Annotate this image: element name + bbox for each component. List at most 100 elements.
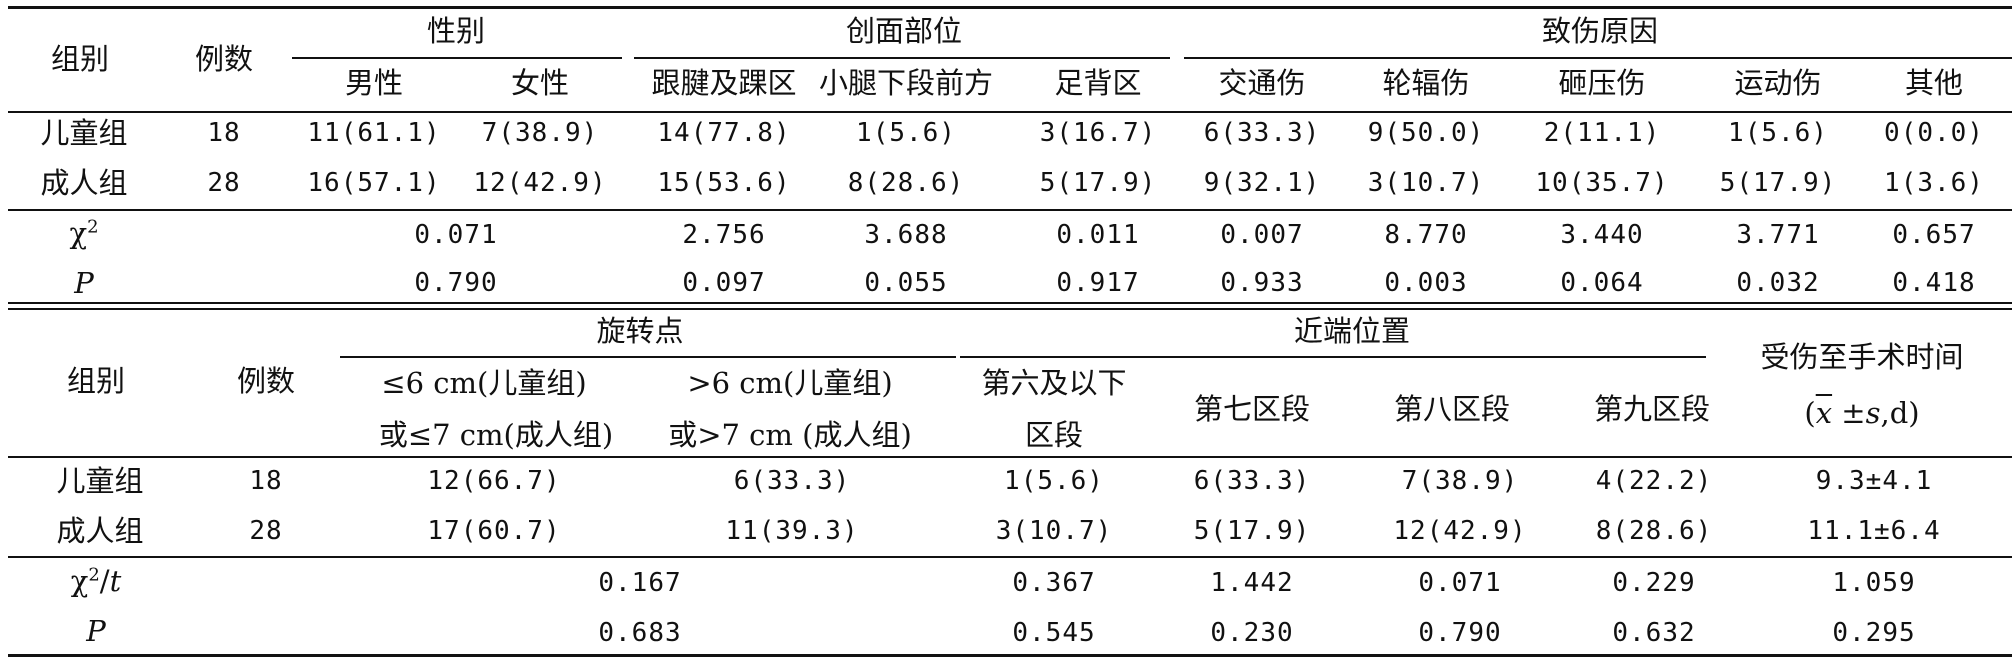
t2-p-label: P: [86, 614, 106, 648]
t1-header-crush: 砸压伤: [1558, 66, 1646, 100]
rule-header-bottom: [8, 111, 2012, 113]
t2-time-s: s: [1865, 396, 1881, 430]
t2-header-rot1-l2: 或≤7 cm(成人组): [378, 418, 614, 452]
t1-row2-dorsum: 5(17.9): [1039, 168, 1157, 198]
t1-row2-male: 16(57.1): [307, 168, 441, 198]
t2-row1-n: 18: [249, 466, 283, 496]
t1-row2-sport: 5(17.9): [1719, 168, 1837, 198]
rule-sex: [292, 57, 622, 59]
t2-header-rot1-l1: ≤6 cm(儿童组): [381, 366, 587, 400]
t1-header-spoke: 轮辐伤: [1382, 66, 1470, 100]
t1-chi-achilles: 2.756: [682, 220, 766, 250]
t1-p-label: P: [74, 266, 94, 300]
t2-row2-n: 28: [249, 516, 283, 546]
t2-chi-time: 1.059: [1832, 568, 1916, 598]
t1-header-traffic: 交通伤: [1218, 66, 1306, 100]
t1-chi-crush: 3.440: [1560, 220, 1644, 250]
t2-time-open: (: [1804, 396, 1816, 430]
t1-p-spoke: 0.003: [1384, 268, 1468, 298]
rule-bottom: [8, 654, 2012, 657]
t2-p-rot: 0.683: [598, 618, 682, 648]
rule-rot: [340, 356, 956, 358]
t1-p-sport: 0.032: [1736, 268, 1820, 298]
t1-p-other: 0.418: [1892, 268, 1976, 298]
t2-chi-slash: /: [99, 564, 110, 598]
t2-row2-rot1: 17(60.7): [427, 516, 561, 546]
t2-p-prox3: 0.790: [1418, 618, 1502, 648]
rule-cause: [1184, 57, 2012, 59]
t2-header-time-l2: (x ±s,d): [1804, 396, 1919, 430]
t2-row1-time: 9.3±4.1: [1815, 466, 1933, 496]
rule-double-2: [8, 308, 2012, 310]
t1-chi-spoke: 8.770: [1384, 220, 1468, 250]
t1-chi-lowerleg: 3.688: [864, 220, 948, 250]
t2-time-xbar: x: [1815, 396, 1833, 430]
t1-header-group: 组别: [50, 42, 110, 76]
t1-chi-sex: 0.071: [414, 220, 498, 250]
t1-row1-female: 7(38.9): [481, 118, 599, 148]
t1-row1-group: 儿童组: [40, 116, 128, 150]
t2-header-count: 例数: [236, 364, 296, 398]
t2-header-rot2-l1: >6 cm(儿童组): [687, 366, 893, 400]
t1-header-lowerleg: 小腿下段前方: [818, 66, 994, 100]
t2-p-time: 0.295: [1832, 618, 1916, 648]
t1-row1-crush: 2(11.1): [1543, 118, 1661, 148]
t1-header-dorsum: 足背区: [1054, 66, 1142, 100]
t2-chi-prox3: 0.071: [1418, 568, 1502, 598]
t2-header-time-l1: 受伤至手术时间: [1760, 340, 1964, 374]
t1-row2-lowerleg: 8(28.6): [847, 168, 965, 198]
t1-row2-n: 28: [207, 168, 241, 198]
t1-header-wound: 创面部位: [845, 14, 963, 48]
t1-row1-lowerleg: 1(5.6): [856, 118, 956, 148]
t1-row2-group: 成人组: [40, 166, 128, 200]
t1-header-sex: 性别: [426, 14, 486, 48]
t2-row2-group: 成人组: [56, 514, 144, 548]
t1-p-achilles: 0.097: [682, 268, 766, 298]
t1-row1-sport: 1(5.6): [1728, 118, 1828, 148]
t1-row2-achilles: 15(53.6): [657, 168, 791, 198]
rule-stats: [8, 209, 2012, 211]
t2-p-prox2: 0.230: [1210, 618, 1294, 648]
t1-header-sport: 运动伤: [1734, 66, 1822, 100]
t2-row1-prox1: 1(5.6): [1004, 466, 1104, 496]
t2-row1-rot2: 6(33.3): [733, 466, 851, 496]
t2-row2-prox1: 3(10.7): [995, 516, 1113, 546]
t1-row1-traffic: 6(33.3): [1203, 118, 1321, 148]
t2-row1-rot1: 12(66.7): [427, 466, 561, 496]
rule-header2-bottom: [8, 456, 2012, 458]
t1-p-lowerleg: 0.055: [864, 268, 948, 298]
t2-header-prox1-l2: 区段: [1024, 418, 1084, 452]
t2-row1-prox3: 7(38.9): [1401, 466, 1519, 496]
t1-chi-other: 0.657: [1892, 220, 1976, 250]
t2-row2-prox4: 8(28.6): [1595, 516, 1713, 546]
t2-row2-prox2: 5(17.9): [1193, 516, 1311, 546]
t1-p-crush: 0.064: [1560, 268, 1644, 298]
t2-chi-sup: 2: [88, 564, 100, 586]
t2-row1-prox2: 6(33.3): [1193, 466, 1311, 496]
t1-header-female: 女性: [510, 66, 570, 100]
t2-chi-symbol: χ: [70, 564, 89, 598]
t1-chi-sport: 3.771: [1736, 220, 1820, 250]
t2-p-prox1: 0.545: [1012, 618, 1096, 648]
t2-header-group: 组别: [66, 364, 126, 398]
t2-row2-rot2: 11(39.3): [725, 516, 859, 546]
t1-row2-spoke: 3(10.7): [1367, 168, 1485, 198]
t1-chi-sup: 2: [87, 216, 99, 238]
t2-time-pm: ±: [1832, 396, 1866, 430]
t1-chi-traffic: 0.007: [1220, 220, 1304, 250]
t1-chi-symbol: χ: [69, 216, 88, 250]
rule-double-1: [8, 302, 2012, 304]
t2-chi-prox1: 0.367: [1012, 568, 1096, 598]
t1-p-traffic: 0.933: [1220, 268, 1304, 298]
t2-chi-t: t: [109, 564, 122, 598]
t2-p-prox4: 0.632: [1612, 618, 1696, 648]
t2-row1-prox4: 4(22.2): [1595, 466, 1713, 496]
t1-header-cause: 致伤原因: [1541, 14, 1659, 48]
t2-chi-label: χ2/t: [71, 564, 121, 598]
t1-row1-achilles: 14(77.8): [657, 118, 791, 148]
t1-row2-crush: 10(35.7): [1535, 168, 1669, 198]
t1-row1-spoke: 9(50.0): [1367, 118, 1485, 148]
t2-row2-prox3: 12(42.9): [1393, 516, 1527, 546]
t2-time-tail: ,d): [1880, 396, 1920, 430]
t1-row2-female: 12(42.9): [473, 168, 607, 198]
